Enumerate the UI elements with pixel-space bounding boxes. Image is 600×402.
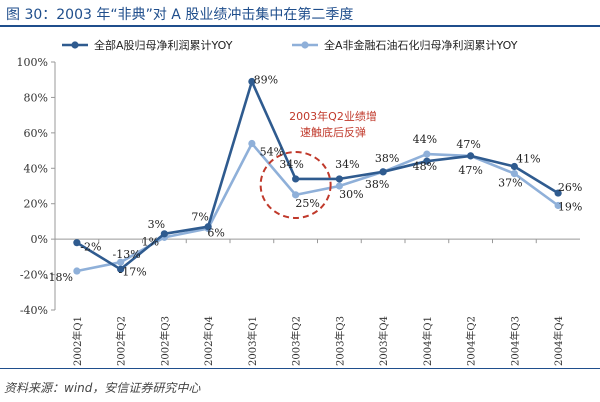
- legend: 全部A股归母净利润累计YOY 全A非金融石油石化归母净利润累计YOY: [62, 38, 518, 52]
- data-label: 89%: [254, 73, 278, 86]
- data-point: [160, 230, 168, 238]
- data-point: [292, 191, 300, 199]
- data-point: [554, 189, 562, 197]
- data-point: [248, 139, 256, 148]
- data-label: 38%: [365, 178, 389, 191]
- data-point: [335, 175, 343, 183]
- data-point: [467, 152, 475, 160]
- legend-swatch-marker: [301, 41, 309, 49]
- data-point: [554, 201, 562, 210]
- x-tick-label: 2003年Q2: [290, 316, 303, 366]
- data-label: 37%: [498, 177, 522, 190]
- data-label: 25%: [295, 197, 319, 210]
- data-point: [292, 175, 300, 183]
- data-label: -2%: [80, 241, 101, 254]
- data-label: 41%: [516, 153, 540, 166]
- annotation-line-2: 速触底后反弹: [300, 125, 366, 139]
- data-label: 6%: [207, 227, 224, 240]
- data-point: [117, 265, 125, 273]
- data-label: -17%: [119, 265, 147, 278]
- y-tick-label: 60%: [24, 127, 48, 140]
- annotation-line-1: 2003年Q2业绩增: [289, 109, 377, 123]
- x-tick-label: 2002年Q2: [115, 316, 128, 366]
- data-label: 44%: [413, 133, 437, 146]
- data-point: [423, 157, 431, 165]
- x-tick-label: 2003年Q3: [333, 316, 346, 366]
- data-label: 26%: [558, 181, 582, 194]
- data-point: [423, 150, 431, 158]
- series-line-1: [76, 80, 559, 271]
- data-point: [73, 239, 81, 247]
- legend-label: 全部A股归母净利润累计YOY: [94, 38, 233, 52]
- data-point: [379, 168, 387, 176]
- data-label: 48%: [413, 160, 437, 173]
- data-label: 34%: [279, 158, 303, 171]
- x-tick-label: 2003年Q1: [246, 316, 259, 366]
- data-point: [510, 162, 518, 171]
- data-label: 47%: [458, 164, 482, 177]
- series-lines: [73, 77, 562, 275]
- title-divider: [0, 25, 600, 27]
- data-point: [204, 223, 212, 231]
- x-tick-label: 2002年Q1: [71, 316, 84, 366]
- chart-title: 图 30：2003 年“非典”对 A 股业绩冲击集中在第二季度: [6, 7, 354, 23]
- y-tick-label: 40%: [24, 162, 48, 175]
- x-tick-label: 2002年Q4: [202, 316, 215, 366]
- data-label: -18%: [45, 271, 73, 284]
- x-tick-label: 2004年Q3: [508, 316, 521, 366]
- data-label: 1%: [142, 235, 159, 248]
- data-point: [335, 182, 343, 190]
- data-label: 38%: [375, 152, 399, 165]
- x-tick-label: 2004年Q4: [552, 316, 565, 366]
- data-label: 19%: [558, 200, 582, 213]
- x-tick-label: 2004年Q1: [421, 316, 434, 366]
- data-point: [248, 77, 256, 86]
- x-tick-label: 2004年Q2: [465, 316, 478, 366]
- data-label: -13%: [113, 248, 141, 261]
- x-tick-label: 2002年Q3: [158, 316, 171, 366]
- y-tick-label: 20%: [24, 198, 48, 211]
- data-point: [510, 170, 518, 178]
- data-label: 54%: [260, 145, 284, 158]
- data-label: 7%: [191, 211, 208, 224]
- y-tick-label: -20%: [20, 269, 48, 282]
- chart-axes: 100% 80% 60% 40% 20% 0% -20% -40% 2002年Q1 2002年Q2…: [17, 56, 580, 366]
- data-label: 30%: [339, 188, 363, 201]
- legend-swatch-marker: [71, 41, 79, 49]
- y-tick-label: 100%: [17, 56, 48, 69]
- y-tick-label: -40%: [20, 304, 48, 317]
- data-label: 34%: [335, 158, 359, 171]
- legend-label: 全A非金融石油石化归母净利润累计YOY: [324, 38, 518, 52]
- x-tick-label: 2003年Q4: [377, 316, 390, 366]
- y-tick-label: 0%: [31, 233, 48, 246]
- source-note: 资料来源：wind，安信证券研究中心: [4, 381, 201, 395]
- data-point: [73, 267, 81, 275]
- data-label: 3%: [148, 218, 165, 231]
- source-divider: [0, 368, 600, 369]
- annotation-circle: [259, 151, 332, 219]
- data-labels: -2% -17% 3% 7% 89% 34% 34% 38% 44% 47% 41% 26% -18% -…: [45, 73, 583, 284]
- data-point: [117, 258, 125, 266]
- y-tick-label: 80%: [24, 91, 48, 104]
- data-label: 47%: [456, 138, 480, 151]
